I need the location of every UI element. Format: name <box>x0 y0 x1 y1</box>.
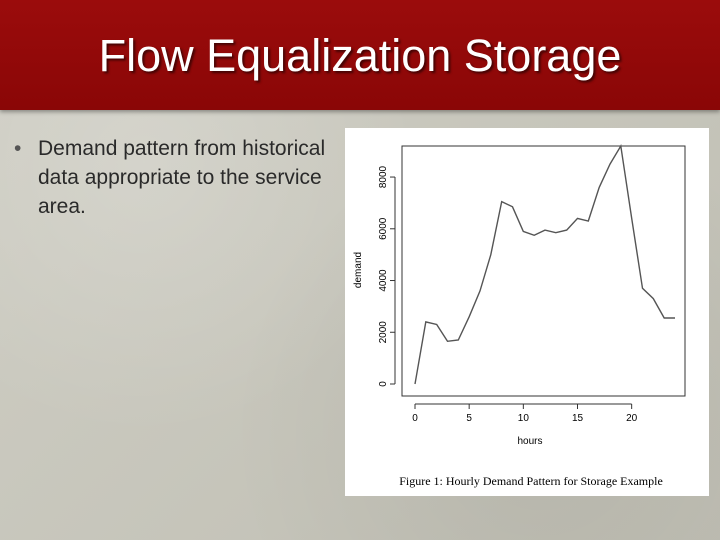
y-tick-label: 2000 <box>378 321 389 344</box>
x-tick-label: 20 <box>626 413 638 424</box>
x-tick-label: 0 <box>412 413 418 424</box>
series-line <box>414 143 675 385</box>
figure-caption: Figure 1: Hourly Demand Pattern for Stor… <box>399 474 663 488</box>
slide-title: Flow Equalization Storage <box>98 30 622 81</box>
plot-frame <box>401 145 686 397</box>
y-tick-label: 6000 <box>378 217 389 240</box>
figure-panel: 0 5 10 15 20 0 2000 4000 6000 8000 hours demand … <box>345 128 709 496</box>
bullet-list: • Demand pattern from historical data ap… <box>14 134 329 221</box>
bullet-item: • Demand pattern from historical data ap… <box>14 134 329 221</box>
y-axis: 0 2000 4000 6000 8000 <box>378 165 396 387</box>
x-tick-label: 15 <box>572 413 584 424</box>
x-tick-label: 5 <box>466 413 472 424</box>
y-tick-label: 4000 <box>378 269 389 292</box>
title-bar: Flow Equalization Storage <box>0 0 720 110</box>
y-axis-label: demand <box>353 252 364 288</box>
x-axis: 0 5 10 15 20 <box>412 403 638 424</box>
bullet-dot-icon: • <box>14 137 22 160</box>
x-axis-label: hours <box>517 436 542 447</box>
y-tick-label: 8000 <box>378 165 389 188</box>
x-tick-label: 10 <box>518 413 530 424</box>
bullet-text: Demand pattern from historical data appr… <box>38 137 326 218</box>
y-tick-label: 0 <box>378 381 389 387</box>
